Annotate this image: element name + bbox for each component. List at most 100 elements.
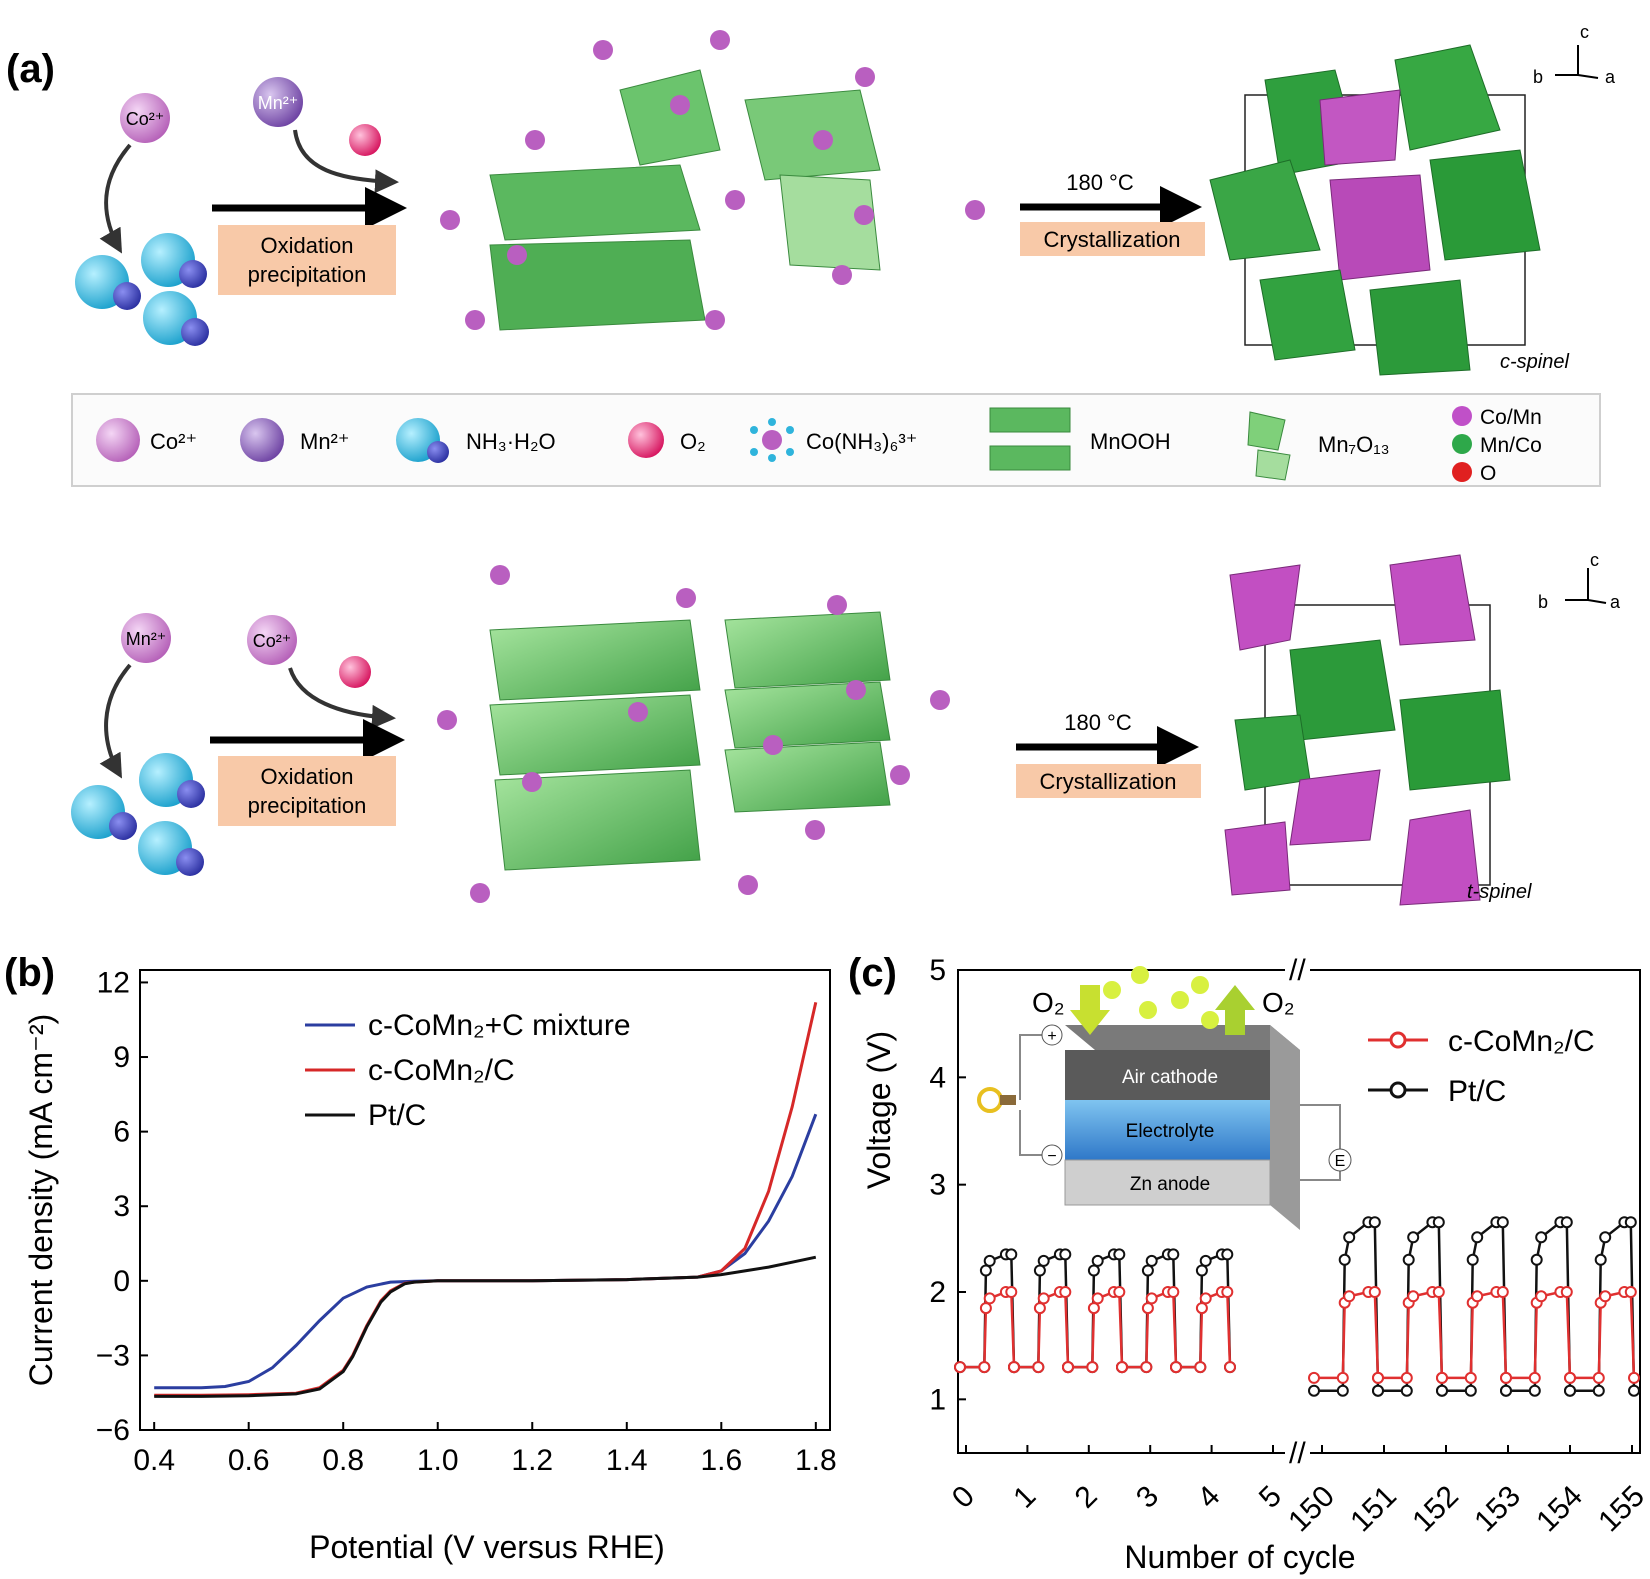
chart-c-ytick-label: 5	[929, 954, 946, 987]
chart-b-xtick-label: 0.8	[322, 1444, 364, 1477]
chart-b-ticks: 0.4 0.6 0.8 1.0 1.2 1.4 1.6 1.8 −6 −3 0 3 6 9 12	[96, 966, 837, 1477]
t-spinel-structure	[1224, 554, 1511, 906]
air-cathode-layer	[1065, 1050, 1270, 1100]
chart-c-comn-early-marker	[1141, 1302, 1154, 1315]
chart-c-ptc-early-marker	[983, 1254, 996, 1267]
chart-b-xtick-label: 1.2	[511, 1444, 553, 1477]
chart-c-ptc-early-marker	[1141, 1264, 1154, 1277]
chart-c-comn-late-marker	[1336, 1371, 1349, 1384]
chart-c-comn-early-marker	[954, 1361, 966, 1374]
chart-c-xtick-label: 4	[1191, 1480, 1226, 1515]
chart-c-ptc-late-marker	[1372, 1384, 1384, 1397]
chart-c-frame-right	[1310, 969, 1641, 1454]
t-spinel-label: t-spinel	[1467, 881, 1532, 903]
inset-e: E	[1335, 1153, 1346, 1170]
ion-label-top-2: Mn²⁺	[258, 93, 299, 113]
chart-b-legend-label: c-CoMn₂+C mixture	[368, 1009, 631, 1042]
zn-anode-layer	[1064, 1159, 1271, 1206]
chart-b-legend: c-CoMn₂+C mixture c-CoMn₂/C Pt/C	[305, 1009, 631, 1132]
chart-c-comn-early-marker	[1005, 1286, 1018, 1298]
chart-c-xtick-label: 0	[946, 1480, 981, 1515]
step-text-bottom-1a: Oxidation	[261, 764, 354, 789]
chart-b-ytick-label: 3	[113, 1190, 130, 1223]
chart-c-comn-late-marker	[1343, 1290, 1356, 1303]
inset-plus: +	[1047, 1028, 1056, 1045]
curved-arrow-top-1	[99, 143, 132, 254]
chart-c-ptc-late-marker	[1368, 1216, 1381, 1229]
scheme-bottom-row: Mn²⁺ Co²⁺ Oxidation precipitation	[71, 550, 1621, 906]
chart-c-ptc-early-marker	[1033, 1264, 1046, 1277]
co-ion-sphere-top: Co²⁺	[120, 93, 170, 143]
chart-b-ytick-label: 9	[113, 1041, 130, 1074]
axis-b-bottom: b	[1538, 592, 1548, 612]
step-text-top-2: Crystallization	[1044, 227, 1181, 252]
chart-b-ytick-label: 6	[113, 1116, 130, 1149]
chart-c-comn-late-marker	[1564, 1371, 1576, 1384]
chart-c-comn-late-marker	[1368, 1286, 1381, 1298]
mn-ion-legend-icon	[240, 418, 284, 462]
mn-ion-sphere-top: Mn²⁺	[253, 77, 303, 127]
inset-anode-label: Zn anode	[1130, 1174, 1210, 1195]
chart-c-frame-left	[957, 969, 1285, 1454]
chart-c-ptc-early-marker	[979, 1264, 992, 1277]
oxygen-sphere-bottom	[339, 656, 371, 688]
scheme-top-row: Co²⁺ Mn²⁺ Oxidation precipitation	[75, 22, 1616, 376]
step-box-top-2	[1020, 222, 1205, 256]
chart-c-comn-late-marker	[1500, 1371, 1512, 1384]
chart-c-ptc-late-marker	[1599, 1231, 1612, 1244]
chart-c-axis-break: //	[1289, 1437, 1306, 1470]
legend-mn7o13: Mn₇O₁₃	[1318, 432, 1390, 457]
complex-legend-icon	[750, 418, 794, 462]
chart-c-comn-early-marker	[1091, 1292, 1104, 1305]
legend-co: Co²⁺	[150, 429, 197, 454]
chart-c-comn-late-marker	[1436, 1371, 1448, 1384]
chart-c-ptc-late-marker	[1343, 1231, 1356, 1244]
chart-c-ptc-early-marker	[1145, 1254, 1158, 1267]
step-text-top-1a: Oxidation	[261, 233, 354, 258]
inset-electrolyte-label: Electrolyte	[1126, 1121, 1215, 1142]
chart-c-comn-late-marker	[1432, 1286, 1445, 1298]
chart-c-legend-marker	[1389, 1081, 1407, 1099]
chart-c-xtick-label: 5	[1253, 1480, 1288, 1515]
axis-c-top: c	[1580, 22, 1589, 42]
chart-c-ptc-late-marker	[1400, 1384, 1413, 1397]
axis-a-top: a	[1605, 67, 1616, 87]
chart-c-ptc-late-marker	[1471, 1231, 1484, 1244]
atom-legend-3: O	[1480, 462, 1496, 485]
axis-b-top: b	[1533, 67, 1543, 87]
panel-label-a: (a)	[6, 47, 55, 91]
step-box-top-1	[218, 225, 396, 295]
curved-arrow-bottom-1	[99, 663, 132, 779]
chart-c-ptc-late-marker	[1436, 1384, 1448, 1397]
chart-c-legend-label: c-CoMn₂/C	[1448, 1025, 1595, 1058]
chart-b-xtick-label: 0.4	[133, 1444, 175, 1477]
chart-c-ptc-late-marker	[1336, 1384, 1349, 1397]
chart-c-comn-late-marker	[1471, 1290, 1484, 1303]
chart-c-comn-early-marker	[1194, 1361, 1207, 1374]
chart-c-comn-early-marker	[979, 1302, 992, 1315]
chart-c-ytick-label: 2	[929, 1276, 946, 1309]
chart-c-ptc-late-marker	[1594, 1253, 1607, 1266]
oxygen-legend-icon	[628, 422, 664, 458]
chart-c-comn-early-marker	[983, 1292, 996, 1305]
chart-b-xlabel: Potential (V versus RHE)	[309, 1529, 665, 1565]
chart-c-ptc-late-marker	[1308, 1384, 1320, 1397]
step-box-bottom-1	[218, 756, 396, 826]
scheme-legend: Co²⁺ Mn²⁺ NH₃·H₂O O₂ Co(NH₃)₆³⁺ MnOOH Mn…	[71, 393, 1601, 487]
complex-ions-bottom	[437, 565, 950, 903]
chart-b-ylabel: Current density (mA cm⁻²)	[23, 1014, 59, 1387]
layered-octahedra-bottom	[489, 611, 891, 871]
step-text-top-1b: precipitation	[248, 262, 367, 287]
panel-label-c: (c)	[848, 951, 897, 995]
atom-legend-1: Co/Mn	[1480, 406, 1542, 429]
chart-c-xtick-label: 152	[1406, 1480, 1465, 1539]
chart-c-ptc-early-marker	[1195, 1264, 1208, 1277]
mnooh-layers-top	[489, 69, 881, 331]
chart-c-comn-late-marker	[1464, 1371, 1477, 1384]
chart-c-xtick-label: 153	[1468, 1480, 1527, 1539]
ammonia-legend-icon	[396, 418, 449, 463]
chart-c-xtick-label: 1	[1007, 1480, 1042, 1515]
chart-c-ylabel: Voltage (V)	[861, 1031, 897, 1189]
